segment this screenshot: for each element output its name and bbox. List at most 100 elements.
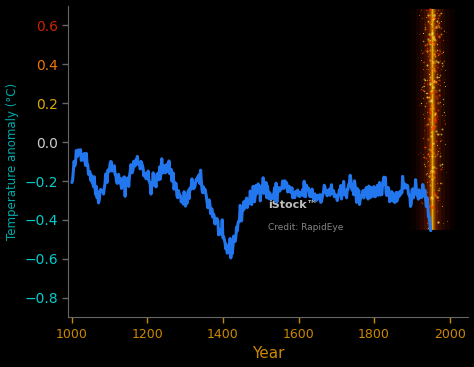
Point [428, 204, 436, 210]
Point [431, 192, 439, 198]
Point [435, 77, 443, 83]
Point [419, 49, 427, 55]
Point [428, 128, 435, 134]
Point [434, 59, 441, 65]
Point [426, 80, 434, 86]
Point [430, 15, 438, 21]
Point [431, 40, 439, 46]
Point [422, 42, 429, 48]
Point [429, 24, 437, 30]
Point [434, 108, 442, 113]
Point [436, 48, 444, 54]
Point [430, 112, 438, 117]
Point [420, 59, 428, 65]
Point [413, 19, 420, 25]
Point [439, 48, 447, 54]
Point [440, 58, 447, 63]
Point [442, 169, 450, 175]
Point [419, 15, 426, 21]
Point [419, 38, 427, 44]
Point [419, 87, 427, 93]
Point [437, 18, 445, 24]
Point [422, 103, 429, 109]
Point [441, 112, 448, 118]
Point [431, 62, 438, 68]
Point [431, 60, 439, 66]
Point [422, 90, 429, 96]
Point [429, 171, 437, 177]
Point [428, 175, 436, 181]
Point [419, 135, 427, 141]
Point [426, 105, 433, 110]
Point [445, 61, 453, 67]
Point [431, 170, 439, 175]
Point [446, 46, 453, 52]
Point [426, 81, 434, 87]
Point [430, 15, 438, 21]
Point [433, 71, 441, 77]
Point [425, 18, 432, 24]
Point [432, 58, 440, 64]
Point [424, 15, 432, 21]
Point [422, 171, 429, 177]
Point [437, 25, 445, 30]
Point [428, 25, 436, 31]
Point [425, 51, 433, 57]
Point [420, 127, 428, 133]
Point [421, 21, 429, 27]
Point [439, 62, 447, 68]
Point [432, 79, 439, 85]
Point [422, 14, 429, 20]
Point [423, 7, 430, 13]
Point [417, 87, 424, 93]
Point [421, 77, 428, 83]
Point [422, 122, 430, 128]
Point [423, 189, 431, 195]
Point [445, 69, 453, 75]
Point [426, 170, 433, 176]
Point [439, 97, 447, 102]
Point [429, 139, 437, 145]
Point [433, 194, 440, 200]
Point [429, 34, 437, 40]
Point [434, 15, 441, 21]
Point [423, 48, 430, 54]
Point [420, 115, 428, 121]
Point [427, 91, 434, 97]
Point [433, 113, 440, 119]
Point [427, 32, 435, 37]
Point [423, 41, 430, 47]
Point [435, 52, 442, 58]
Point [432, 111, 439, 117]
Point [418, 50, 426, 56]
Point [431, 119, 438, 125]
Point [423, 45, 431, 51]
Point [426, 142, 434, 148]
Point [429, 164, 437, 170]
Point [428, 60, 435, 66]
Point [419, 59, 427, 65]
Point [423, 81, 430, 87]
Point [440, 117, 448, 123]
Point [428, 34, 435, 40]
Point [433, 95, 440, 101]
Point [425, 77, 433, 83]
Point [421, 163, 429, 169]
Point [432, 78, 440, 84]
Point [430, 51, 438, 57]
Point [434, 181, 441, 186]
Point [423, 159, 431, 165]
Point [422, 144, 429, 150]
Point [426, 31, 433, 37]
Point [437, 153, 444, 159]
Point [435, 47, 442, 53]
Point [433, 10, 440, 16]
Point [429, 102, 437, 108]
Point [425, 94, 433, 100]
Text: Credit: RapidEye: Credit: RapidEye [268, 223, 344, 232]
Point [419, 83, 427, 89]
Point [429, 125, 437, 131]
Point [425, 79, 433, 85]
Point [427, 98, 435, 104]
Point [435, 15, 442, 21]
